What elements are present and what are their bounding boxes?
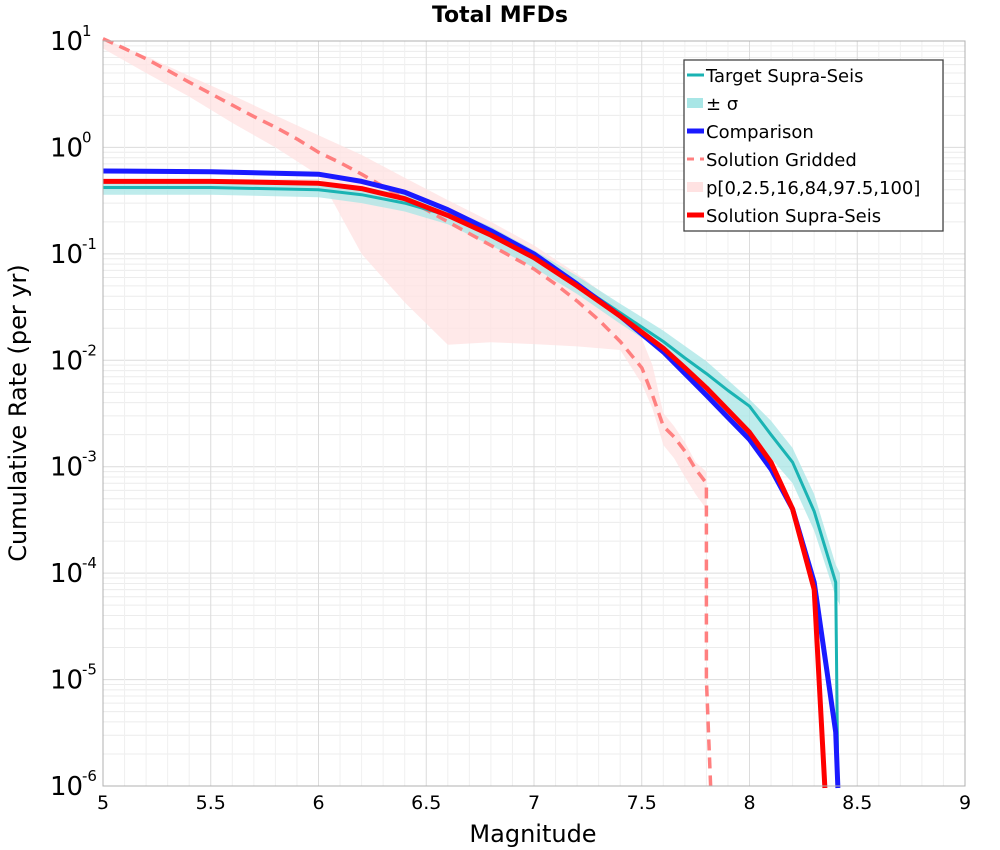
y-tick-label: 10-4 bbox=[50, 554, 97, 589]
y-tick-label: 101 bbox=[50, 22, 92, 57]
y-tick-exponent: -6 bbox=[82, 767, 97, 785]
x-tick-label: 5.5 bbox=[196, 792, 226, 814]
x-tick-label: 6.5 bbox=[411, 792, 441, 814]
x-tick-label: 6 bbox=[312, 792, 324, 814]
legend: Target Supra-Seis ± σ Comparison Solution G… bbox=[683, 59, 944, 232]
y-tick-exponent: -4 bbox=[82, 554, 97, 572]
legend-box bbox=[683, 59, 944, 232]
legend-label: Solution Supra-Seis bbox=[706, 206, 881, 227]
y-tick-base: 10 bbox=[50, 27, 83, 57]
legend-item: Comparison bbox=[687, 122, 814, 143]
y-tick-base: 10 bbox=[50, 240, 83, 270]
y-tick-label: 10-5 bbox=[50, 661, 97, 696]
y-tick-exponent: 0 bbox=[82, 128, 92, 146]
legend-label: p[0,2.5,16,84,97.5,100] bbox=[706, 178, 920, 199]
y-tick-base: 10 bbox=[50, 346, 83, 376]
y-tick-exponent: -5 bbox=[82, 661, 97, 679]
legend-item: Target Supra-Seis bbox=[687, 66, 863, 87]
y-tick-exponent: -3 bbox=[82, 448, 97, 466]
x-tick-label: 9 bbox=[959, 792, 971, 814]
series-lines bbox=[102, 37, 841, 789]
y-tick-base: 10 bbox=[50, 453, 83, 483]
x-tick-label: 7 bbox=[528, 792, 540, 814]
y-tick-base: 10 bbox=[50, 133, 83, 163]
y-tick-label: 10-3 bbox=[50, 448, 97, 483]
legend-label: Solution Gridded bbox=[706, 150, 857, 171]
y-tick-base: 10 bbox=[50, 559, 83, 589]
y-tick-exponent: -1 bbox=[82, 235, 97, 253]
legend-swatch bbox=[687, 182, 703, 192]
legend-swatch bbox=[687, 98, 703, 108]
y-tick-label: 10-1 bbox=[50, 235, 97, 270]
legend-label: Target Supra-Seis bbox=[705, 66, 863, 87]
legend-label: ± σ bbox=[706, 94, 738, 115]
y-tick-label: 10-2 bbox=[50, 341, 97, 376]
series-target-supra-seis bbox=[103, 186, 840, 789]
confidence-bands bbox=[103, 38, 840, 606]
y-tick-label: 100 bbox=[50, 128, 92, 163]
x-tick-label: 5 bbox=[97, 792, 109, 814]
y-tick-base: 10 bbox=[50, 666, 83, 696]
y-tick-label: 10-6 bbox=[50, 767, 97, 802]
x-tick-label: 7.5 bbox=[627, 792, 657, 814]
legend-item: p[0,2.5,16,84,97.5,100] bbox=[687, 178, 920, 199]
y-tick-exponent: 1 bbox=[82, 22, 92, 40]
y-axis-label: Cumulative Rate (per yr) bbox=[4, 264, 32, 562]
legend-item: ± σ bbox=[687, 94, 738, 115]
legend-item: Solution Supra-Seis bbox=[687, 206, 881, 227]
x-tick-label: 8 bbox=[743, 792, 755, 814]
series-solution-gridded bbox=[102, 37, 713, 789]
y-tick-base: 10 bbox=[50, 772, 83, 802]
chart-title: Total MFDs bbox=[432, 3, 568, 28]
legend-label: Comparison bbox=[706, 122, 814, 143]
series-solution-supra-seis bbox=[103, 178, 828, 789]
y-tick-exponent: -2 bbox=[82, 341, 97, 359]
x-tick-label: 8.5 bbox=[842, 792, 872, 814]
plot-frame bbox=[102, 40, 966, 787]
legend-item: Solution Gridded bbox=[687, 150, 857, 171]
x-axis-ticks: 5 5.5 6 6.5 7 7.5 8 8.5 9 bbox=[97, 792, 971, 814]
x-axis-label: Magnitude bbox=[469, 820, 596, 848]
band-p-0-2-5-16-84-97-5-100- bbox=[103, 38, 707, 510]
